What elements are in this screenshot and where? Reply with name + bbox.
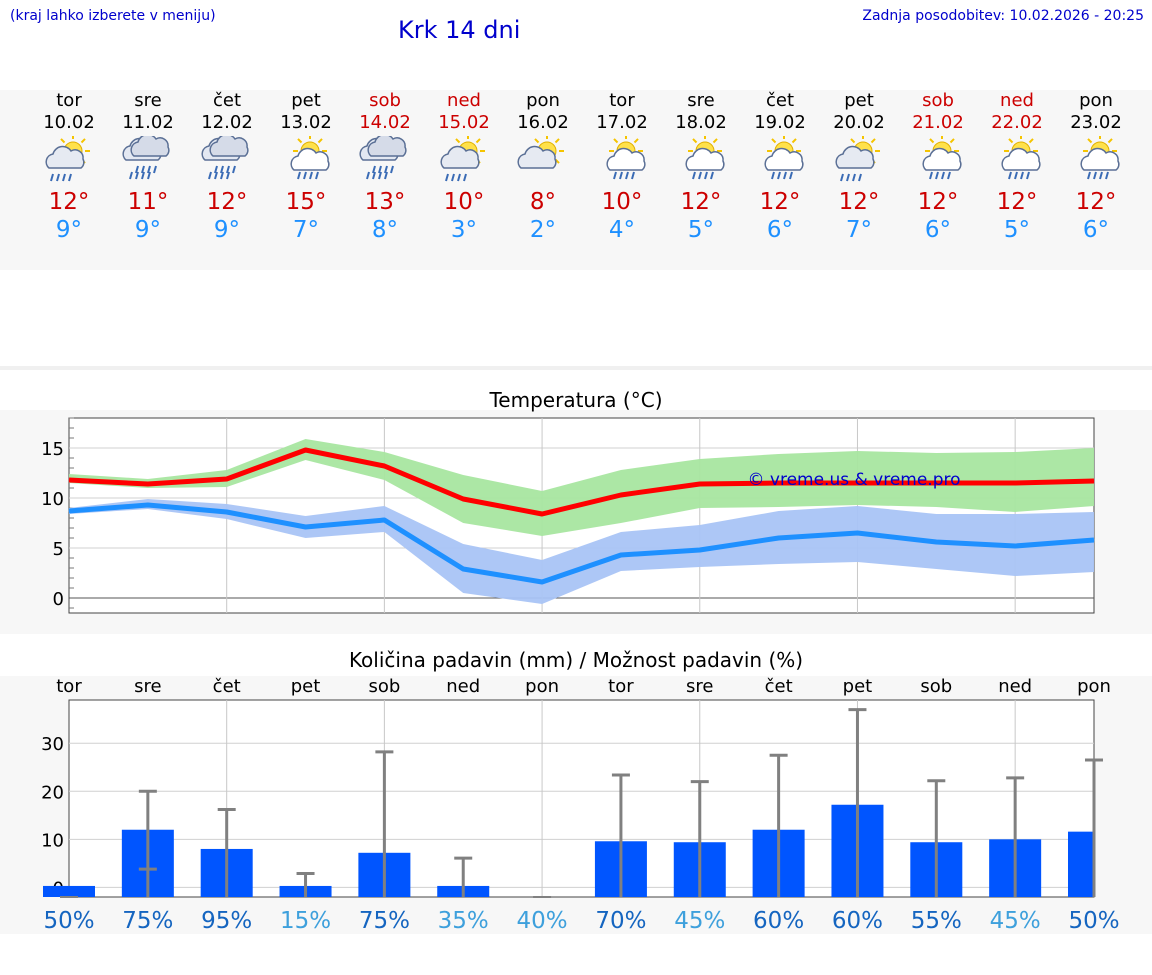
sun-cloud-rain-icon [750,134,810,188]
temp-min: 7° [845,217,873,243]
temp-min: 5° [1003,217,1031,243]
day-date: 11.02 [122,112,174,133]
temp-min: 6° [766,217,794,243]
day-date: 20.02 [833,112,885,133]
partly-sunny-rain-icon [39,134,99,188]
forecast-day: sre 11.02 11° 9° [110,90,186,244]
temp-max: 8° [529,189,557,215]
sun-cloud-rain-icon [908,134,968,188]
forecast-day: pet 20.02 12° 7° [821,90,897,244]
sun-cloud-rain-icon [592,134,652,188]
day-date: 23.02 [1070,112,1122,133]
forecast-day: sob 21.02 12° 6° [900,90,976,244]
day-name: pon [1079,90,1113,111]
last-updated: Zadnja posodobitev: 10.02.2026 - 20:25 [862,8,1144,24]
temp-min: 3° [450,217,478,243]
page-title: Krk 14 dni [398,16,521,44]
day-date: 14.02 [359,112,411,133]
temp-max: 12° [996,189,1038,215]
day-date: 16.02 [517,112,569,133]
day-date: 18.02 [675,112,727,133]
precip-chart-title: Količina padavin (mm) / Možnost padavin … [348,648,804,672]
temp-max: 12° [838,189,880,215]
sun-cloud-rain-icon [1066,134,1126,188]
day-name: pon [526,90,560,111]
temp-chart-title: Temperatura (°C) [489,388,663,412]
cloud-rain-icon [118,133,178,188]
temp-min: 9° [134,217,162,243]
forecast-day: ned 15.02 10° 3° [426,90,502,244]
day-name: tor [56,90,82,111]
forecast-day: čet 19.02 12° 6° [742,90,818,244]
cloud-rain-icon [355,133,415,188]
divider [0,366,1152,370]
temp-chart-band [0,410,1152,634]
day-name: sre [687,90,715,111]
day-date: 17.02 [596,112,648,133]
forecast-day: tor 17.02 10° 4° [584,90,660,244]
temp-min: 9° [55,217,83,243]
forecast-band [0,90,1152,270]
day-name: ned [447,90,481,111]
forecast-day: pet 13.02 15° 7° [268,90,344,244]
temp-max: 13° [364,189,406,215]
temp-max: 10° [601,189,643,215]
day-date: 19.02 [754,112,806,133]
day-name: ned [1000,90,1034,111]
temp-max: 12° [1075,189,1117,215]
forecast-day: čet 12.02 12° 9° [189,90,265,244]
day-date: 22.02 [991,112,1043,133]
day-name: pet [844,90,874,111]
temp-max: 10° [443,189,485,215]
day-date: 12.02 [201,112,253,133]
cloud-rain-icon [197,133,257,188]
forecast-day: sre 18.02 12° 5° [663,90,739,244]
day-name: tor [609,90,635,111]
day-name: sre [134,90,162,111]
day-name: sob [369,90,401,111]
temp-max: 12° [48,189,90,215]
temp-max: 15° [285,189,327,215]
temp-min: 5° [687,217,715,243]
temp-min: 8° [371,217,399,243]
temp-max: 12° [206,189,248,215]
forecast-day: tor 10.02 12° 9° [31,90,107,244]
precip-chart-band [0,676,1152,934]
partly-sunny-rain-icon [829,134,889,188]
temp-max: 12° [680,189,722,215]
temp-max: 12° [917,189,959,215]
day-name: čet [212,90,242,111]
partly-sunny-icon [513,134,573,188]
forecast-day: ned 22.02 12° 5° [979,90,1055,244]
temp-min: 6° [924,217,952,243]
forecast-day: pon 23.02 12° 6° [1058,90,1134,244]
day-date: 21.02 [912,112,964,133]
temp-min: 2° [529,217,557,243]
sun-cloud-rain-icon [671,134,731,188]
temp-max: 11° [127,189,169,215]
temp-min: 7° [292,217,320,243]
sun-cloud-rain-icon [276,134,336,188]
day-name: čet [765,90,795,111]
day-name: sob [922,90,954,111]
day-date: 13.02 [280,112,332,133]
partly-sunny-rain-icon [434,134,494,188]
forecast-day: pon 16.02 8° 2° [505,90,581,244]
day-name: pet [291,90,321,111]
sun-cloud-rain-icon [987,134,1047,188]
location-hint: (kraj lahko izberete v meniju) [10,8,216,24]
temp-min: 9° [213,217,241,243]
temp-max: 12° [759,189,801,215]
forecast-day: sob 14.02 13° 8° [347,90,423,244]
day-date: 10.02 [43,112,95,133]
day-date: 15.02 [438,112,490,133]
temp-min: 6° [1082,217,1110,243]
temp-min: 4° [608,217,636,243]
